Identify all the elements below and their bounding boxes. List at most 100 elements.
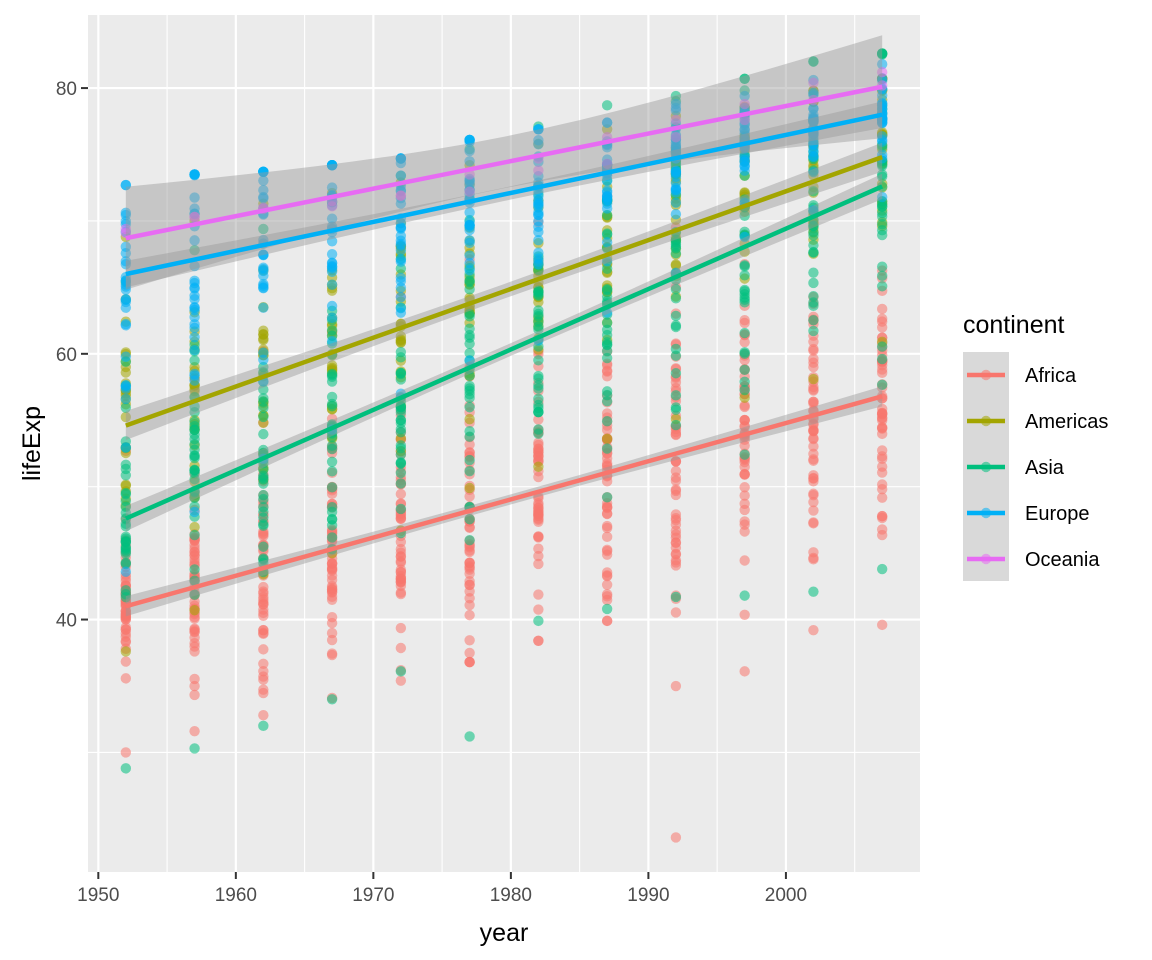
data-point-asia xyxy=(533,424,544,435)
data-point-asia xyxy=(601,415,613,427)
data-point-asia xyxy=(670,343,682,355)
data-point-africa xyxy=(464,599,475,611)
data-point-europe xyxy=(258,185,269,196)
data-point-europe xyxy=(533,247,544,258)
data-point-europe xyxy=(670,209,682,220)
data-point-europe xyxy=(189,311,200,323)
data-point-europe xyxy=(326,213,338,224)
legend-label: Europe xyxy=(1025,503,1090,525)
data-point-asia xyxy=(670,243,682,254)
fit-line-europe xyxy=(125,112,883,277)
data-point-asia xyxy=(876,211,888,222)
data-point-asia xyxy=(739,364,750,376)
data-point-africa xyxy=(670,537,682,548)
data-point-asia xyxy=(876,229,888,241)
data-point-africa xyxy=(670,484,682,495)
data-point-europe xyxy=(189,332,200,343)
x-axis-title: year xyxy=(480,919,529,947)
data-point-africa xyxy=(533,558,544,570)
legend-key-point xyxy=(980,461,992,473)
data-point-asia xyxy=(876,48,888,59)
data-point-europe xyxy=(533,199,544,211)
data-point-asia xyxy=(601,263,613,275)
data-point-africa xyxy=(258,666,269,677)
data-point-asia xyxy=(670,293,682,304)
data-point-africa xyxy=(808,336,819,347)
data-point-asia xyxy=(189,575,200,586)
data-point-europe xyxy=(120,179,132,191)
data-point-asia xyxy=(464,385,475,397)
data-point-africa xyxy=(808,454,819,465)
data-point-asia xyxy=(739,270,750,281)
data-point-asia xyxy=(670,310,682,322)
data-point-africa xyxy=(808,624,819,636)
data-point-asia xyxy=(876,171,888,182)
data-point-asia xyxy=(739,210,750,221)
data-point-africa xyxy=(739,317,750,329)
data-point-europe xyxy=(464,207,475,218)
data-point-africa xyxy=(533,531,544,542)
data-point-oceania xyxy=(876,66,888,78)
data-point-africa xyxy=(739,516,750,527)
data-point-europe xyxy=(533,135,544,146)
data-point-africa xyxy=(808,398,819,409)
data-point-africa xyxy=(601,544,613,556)
grid-minor xyxy=(88,15,920,872)
data-point-asia xyxy=(876,563,888,575)
data-point-asia xyxy=(876,270,888,282)
data-point-africa xyxy=(876,510,888,522)
data-point-africa xyxy=(670,377,682,388)
legend-label: Americas xyxy=(1025,411,1108,433)
data-point-africa xyxy=(258,644,269,655)
data-point-africa xyxy=(601,615,613,627)
data-point-asia xyxy=(258,519,269,530)
data-point-africa xyxy=(395,588,407,600)
data-point-asia xyxy=(601,317,613,329)
data-point-oceania xyxy=(808,77,819,88)
data-point-africa xyxy=(395,564,407,575)
data-point-africa xyxy=(533,471,544,483)
data-point-africa xyxy=(739,490,750,501)
data-point-oceania xyxy=(739,114,750,126)
data-point-asia xyxy=(120,763,132,774)
data-point-asia xyxy=(601,443,613,454)
data-point-africa xyxy=(533,589,544,600)
data-point-asia xyxy=(258,472,269,483)
data-point-americas xyxy=(189,521,200,533)
y-tick-label: 80 xyxy=(56,79,77,100)
fit-line-asia xyxy=(124,184,884,521)
data-point-asia xyxy=(808,186,819,197)
data-point-asia xyxy=(120,487,132,499)
data-point-africa xyxy=(395,642,407,654)
legend-label: Oceania xyxy=(1025,549,1100,571)
data-point-africa xyxy=(326,649,338,661)
data-point-asia xyxy=(120,537,132,548)
data-point-africa xyxy=(395,622,407,634)
data-point-africa xyxy=(808,552,819,564)
data-point-africa xyxy=(739,666,750,677)
data-point-africa xyxy=(533,414,544,425)
legend-item-asia: Asia xyxy=(967,457,1065,479)
data-point-africa xyxy=(876,483,888,495)
x-tick-label: 1970 xyxy=(352,885,394,906)
data-point-africa xyxy=(464,545,475,556)
data-point-europe xyxy=(189,506,200,518)
data-point-asia xyxy=(258,384,269,395)
data-point-europe xyxy=(258,263,269,275)
data-point-africa xyxy=(808,353,819,365)
data-point-europe xyxy=(258,175,269,186)
data-point-asia xyxy=(808,267,819,278)
data-point-europe xyxy=(258,302,269,313)
panel-background xyxy=(88,15,920,872)
data-point-europe xyxy=(120,302,132,313)
data-point-africa xyxy=(395,576,407,587)
data-point-africa xyxy=(464,579,475,591)
legend-item-europe: Europe xyxy=(967,503,1090,525)
x-tick-label: 1960 xyxy=(215,885,257,906)
data-point-asia xyxy=(670,284,682,295)
data-point-europe xyxy=(464,355,475,366)
data-point-africa xyxy=(189,549,200,561)
data-point-europe xyxy=(395,302,407,314)
data-point-africa xyxy=(876,445,888,456)
x-tick-label: 1950 xyxy=(77,885,119,906)
